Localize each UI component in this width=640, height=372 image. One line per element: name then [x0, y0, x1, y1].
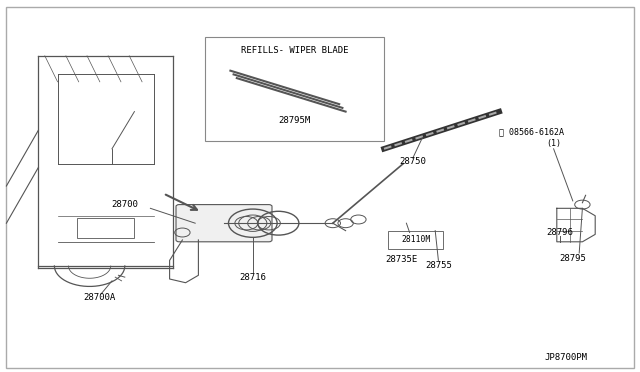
Text: JP8700PM: JP8700PM: [545, 353, 588, 362]
Text: Ⓢ 08566-6162A: Ⓢ 08566-6162A: [499, 128, 564, 137]
Text: 28795: 28795: [559, 254, 586, 263]
FancyBboxPatch shape: [205, 37, 384, 141]
FancyBboxPatch shape: [77, 218, 134, 238]
Text: 28700A: 28700A: [83, 293, 115, 302]
Text: REFILLS- WIPER BLADE: REFILLS- WIPER BLADE: [241, 46, 348, 55]
Text: 28795M: 28795M: [278, 116, 310, 125]
Text: 28110M: 28110M: [401, 235, 431, 244]
Text: (1): (1): [546, 139, 561, 148]
Text: 28755: 28755: [425, 261, 452, 270]
FancyBboxPatch shape: [388, 231, 443, 249]
Text: 28750: 28750: [399, 157, 426, 166]
Text: 28716: 28716: [239, 273, 266, 282]
Text: 28796: 28796: [547, 228, 573, 237]
Text: 28735E: 28735E: [385, 255, 417, 264]
Text: 28700: 28700: [111, 200, 138, 209]
FancyBboxPatch shape: [176, 205, 272, 242]
